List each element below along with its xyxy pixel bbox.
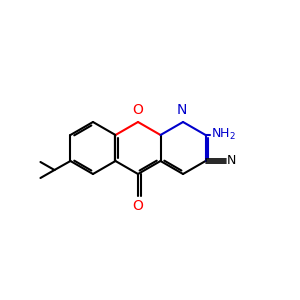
Text: N: N (226, 154, 236, 167)
Text: NH$_2$: NH$_2$ (211, 126, 236, 142)
Text: O: O (133, 103, 143, 117)
Text: N: N (177, 103, 187, 117)
Text: O: O (133, 199, 143, 213)
